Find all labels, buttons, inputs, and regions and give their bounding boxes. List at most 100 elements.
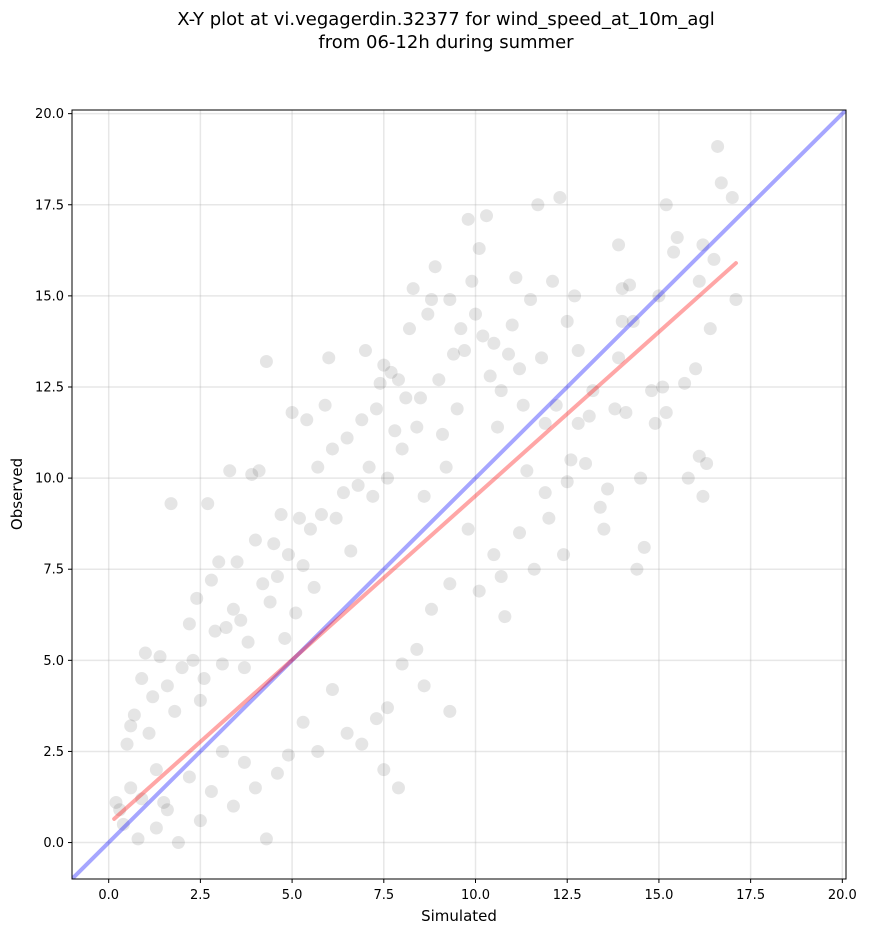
data-point (725, 190, 739, 204)
data-point (182, 770, 196, 784)
data-point (435, 427, 449, 441)
chart-title-line-1: X-Y plot at vi.vegagerdin.32377 for wind… (177, 9, 715, 30)
data-point (571, 344, 585, 358)
data-point (160, 679, 174, 693)
x-axis-ticks: 0.0 2.5 5.0 7.5 10.0 12.5 15.0 17.5 20.0 (98, 879, 857, 903)
data-point (237, 755, 251, 769)
x-tick-label: 20.0 (828, 888, 857, 903)
data-point (124, 719, 138, 733)
data-point (461, 522, 475, 536)
data-point (571, 416, 585, 430)
data-point (465, 274, 479, 288)
data-point (476, 329, 490, 343)
data-points (109, 139, 743, 850)
data-point (678, 376, 692, 390)
data-point (538, 416, 552, 430)
x-tick-label: 17.5 (736, 888, 765, 903)
data-point (692, 274, 706, 288)
x-tick-label: 5.0 (282, 888, 303, 903)
chart-title-line-2: from 06-12h during summer (318, 32, 574, 53)
data-point (289, 606, 303, 620)
data-point (355, 737, 369, 751)
data-point (369, 402, 383, 416)
data-point (656, 380, 670, 394)
data-point (307, 580, 321, 594)
data-point (700, 457, 714, 471)
data-point (248, 533, 262, 547)
data-point (164, 497, 178, 511)
data-point (175, 661, 189, 675)
data-point (135, 672, 149, 686)
data-point (252, 464, 266, 478)
data-point (472, 584, 486, 598)
data-point (458, 344, 472, 358)
data-point (248, 781, 262, 795)
data-point (670, 231, 684, 245)
y-tick-label: 15.0 (35, 289, 64, 304)
data-point (303, 522, 317, 536)
data-point (109, 795, 123, 809)
data-point (325, 442, 339, 456)
data-point (432, 373, 446, 387)
data-point (201, 497, 215, 511)
data-point (402, 322, 416, 336)
data-point (212, 555, 226, 569)
y-tick-label: 20.0 (35, 107, 64, 122)
data-point (296, 559, 310, 573)
data-point (135, 792, 149, 806)
data-point (417, 489, 431, 503)
data-point (270, 570, 284, 584)
data-point (226, 602, 240, 616)
data-point (560, 475, 574, 489)
data-point (553, 190, 567, 204)
data-point (285, 405, 299, 419)
data-point (234, 613, 248, 627)
data-point (186, 653, 200, 667)
x-tick-label: 2.5 (190, 888, 211, 903)
y-tick-label: 10.0 (35, 472, 64, 487)
y-tick-label: 12.5 (35, 380, 64, 395)
data-point (491, 420, 505, 434)
data-point (542, 511, 556, 525)
data-point (637, 540, 651, 554)
data-point (395, 657, 409, 671)
data-point (127, 708, 141, 722)
data-point (245, 467, 259, 481)
data-point (146, 690, 160, 704)
data-point (472, 241, 486, 255)
data-point (373, 376, 387, 390)
data-point (395, 442, 409, 456)
data-point (377, 358, 391, 372)
data-point (230, 555, 244, 569)
data-point (193, 814, 207, 828)
data-point (667, 245, 681, 259)
data-point (406, 282, 420, 296)
data-point (219, 621, 233, 635)
data-point (645, 384, 659, 398)
data-point (204, 785, 218, 799)
data-point (120, 737, 134, 751)
data-point (531, 198, 545, 212)
data-point (494, 570, 508, 584)
data-point (619, 405, 633, 419)
data-point (623, 278, 637, 292)
data-point (182, 617, 196, 631)
data-point (535, 351, 549, 365)
data-point (263, 595, 277, 609)
data-point (421, 307, 435, 321)
data-point (116, 817, 130, 831)
data-point (612, 351, 626, 365)
data-point (329, 511, 343, 525)
fit-lines (72, 110, 846, 879)
data-point (626, 314, 640, 328)
data-point (692, 449, 706, 463)
data-point (443, 293, 457, 307)
data-point (582, 409, 596, 423)
x-tick-label: 10.0 (461, 888, 490, 903)
y-axis-ticks: 0.0 2.5 5.0 7.5 10.0 12.5 15.0 17.5 20.0 (35, 107, 72, 851)
data-point (487, 336, 501, 350)
data-point (538, 486, 552, 500)
data-point (659, 405, 673, 419)
data-point (197, 672, 211, 686)
